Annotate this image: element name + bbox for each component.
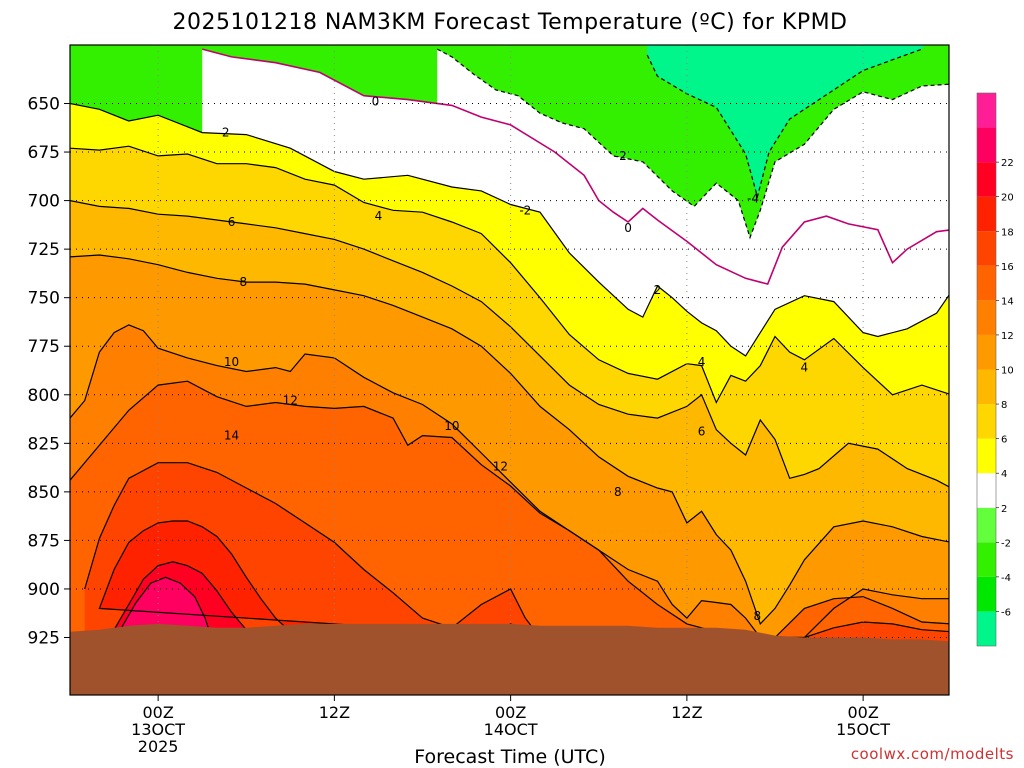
band-below-minus-4	[647, 45, 925, 197]
x-tick-label: 12Z	[319, 703, 350, 722]
contour-label: 0	[624, 221, 632, 235]
contour-labels: 0 2 -2 -4 4 -2 0 6 8 2 10 4 4 12 14 10 6 12 8 8	[222, 95, 809, 624]
plot-frame	[69, 44, 950, 696]
contour-label: 14	[224, 429, 239, 443]
legend-swatch	[977, 265, 996, 301]
contour-label: -2	[519, 203, 531, 217]
contour-12	[70, 380, 949, 639]
contour-label: 4	[801, 361, 809, 375]
contour-label: 10	[224, 355, 239, 369]
legend-swatch	[977, 611, 996, 646]
legend-label: -2	[1001, 538, 1011, 549]
legend-label: 16	[1001, 262, 1014, 273]
contour--4	[646, 48, 923, 200]
y-tick-label: 725	[28, 240, 60, 260]
legend-swatch	[977, 542, 996, 577]
x-tick-label: 12Z	[671, 703, 702, 722]
contour-label: 4	[698, 355, 706, 369]
legend-label: 14	[1001, 296, 1014, 307]
y-tick-label: 925	[28, 629, 60, 649]
legend-label: 4	[1001, 469, 1007, 480]
legend-swatch	[977, 576, 996, 612]
contour-6	[70, 200, 949, 488]
chart-title: 2025101218 NAM3KM Forecast Temperature (…	[172, 10, 847, 35]
contour-label: 12	[283, 394, 298, 408]
contour-label: 12	[493, 460, 508, 474]
y-tick-label: 800	[28, 386, 60, 406]
y-axis: 650 675 700 725 750 775 800 825 850 875 900 925	[28, 95, 70, 649]
contour-2	[70, 102, 949, 357]
legend-swatch	[977, 507, 996, 543]
contour-20	[120, 576, 211, 633]
legend-label: -6	[1001, 607, 1011, 618]
contour-4	[70, 145, 949, 404]
y-tick-label: 650	[28, 95, 60, 115]
legend-swatch	[977, 93, 996, 128]
color-legend: -6 -4 -2 2 4 6 8 10 12 14 16 18 20 22	[976, 92, 1014, 647]
contour-label: 8	[239, 275, 247, 289]
x-tick-label: 00Z	[495, 703, 526, 722]
contour-label: 2	[654, 283, 662, 297]
contour-label: 6	[228, 215, 236, 229]
legend-label: 6	[1001, 435, 1007, 446]
legend-swatch	[977, 438, 996, 474]
legend-swatch	[977, 404, 996, 439]
y-tick-label: 825	[28, 434, 60, 454]
contour-label: -2	[615, 149, 627, 163]
legend-label: 20	[1001, 193, 1014, 204]
legend-label: 10	[1001, 366, 1014, 377]
contour-label: 6	[698, 425, 706, 439]
legend-swatch	[977, 334, 996, 370]
y-tick-label: 700	[28, 192, 60, 212]
x-tick-label: 14OCT	[484, 720, 538, 739]
x-axis-label: Forecast Time (UTC)	[414, 746, 605, 768]
y-tick-label: 675	[28, 143, 60, 163]
legend-swatch	[977, 127, 996, 163]
y-tick-label: 750	[28, 289, 60, 309]
y-tick-label: 900	[28, 580, 60, 600]
legend-swatch	[977, 196, 996, 232]
legend-label: 22	[1001, 158, 1014, 169]
legend-label: 12	[1001, 331, 1014, 342]
x-tick-label: 00Z	[142, 703, 173, 722]
legend-label: -4	[1001, 573, 1011, 584]
contour-label: 10	[444, 419, 459, 433]
legend-swatch	[977, 300, 996, 335]
contour-8	[70, 254, 949, 626]
contour-label: 0	[372, 95, 380, 109]
x-tick-label: 00Z	[847, 703, 878, 722]
contour-label: 8	[754, 609, 762, 623]
y-tick-label: 850	[28, 483, 60, 503]
x-tick-label: 15OCT	[836, 720, 890, 739]
y-tick-label: 775	[28, 337, 60, 357]
temperature-bands	[70, 45, 949, 695]
contour-label: 8	[614, 485, 622, 499]
subfreezing-bands	[647, 45, 925, 197]
legend-swatch	[977, 231, 996, 266]
x-tick-label: 2025	[138, 737, 179, 756]
legend-swatch	[977, 162, 996, 197]
credit-text: coolwx.com/modelts	[851, 745, 1014, 763]
contour-label: -4	[747, 192, 759, 206]
contour-label: 2	[222, 126, 230, 140]
legend-swatch	[977, 473, 996, 508]
contour-0	[201, 48, 949, 286]
legend-label: 18	[1001, 227, 1014, 238]
legend-label: 8	[1001, 400, 1007, 411]
legend-label: 2	[1001, 504, 1007, 515]
legend-swatch	[977, 369, 996, 405]
ground-terrain	[70, 623, 949, 695]
y-tick-label: 875	[28, 531, 60, 551]
contour-label: 4	[375, 209, 383, 223]
band-above-20	[121, 577, 210, 632]
x-tick-label: 13OCT	[131, 720, 185, 739]
